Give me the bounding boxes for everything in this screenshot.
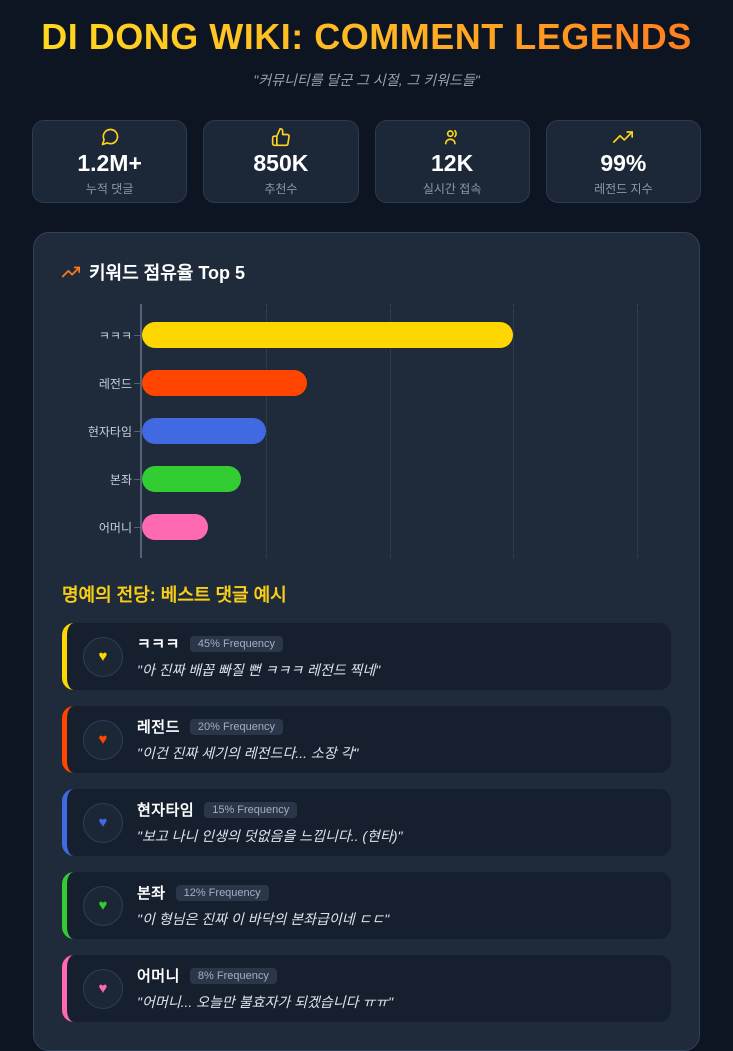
frequency-badge: 12% Frequency bbox=[175, 884, 269, 901]
gridline bbox=[637, 304, 639, 558]
chart-category-label: ㅋㅋㅋ bbox=[98, 328, 132, 343]
chart-row: 어머니 bbox=[62, 503, 671, 551]
page-header: DI DONG WIKI: COMMENT LEGENDS "커뮤니티를 달군 … bbox=[0, 16, 733, 90]
stat-value: 850K bbox=[253, 149, 309, 176]
chart-row: ㅋㅋㅋ bbox=[62, 311, 671, 359]
bar-mother bbox=[142, 514, 209, 540]
bar-kkk bbox=[142, 322, 514, 348]
frequency-badge: 20% Frequency bbox=[189, 718, 283, 735]
page-subtitle: "커뮤니티를 달군 그 시절, 그 키워드들" bbox=[253, 72, 480, 88]
bar-hyunjataim bbox=[142, 418, 266, 444]
comment-quote: "어머니... 오늘만 불효자가 되겠습니다 ㅠㅠ" bbox=[137, 994, 394, 1010]
stat-card-legend-index: 99% 레전드 지수 bbox=[545, 120, 701, 203]
axis-tick bbox=[134, 430, 140, 432]
stat-label: 실시간 접속 bbox=[422, 181, 482, 196]
chart-category-label: 레전드 bbox=[98, 376, 132, 391]
stat-card-comments: 1.2M+ 누적 댓글 bbox=[32, 120, 188, 203]
chart-gridlines bbox=[142, 304, 671, 558]
chat-bubble-icon bbox=[100, 127, 120, 147]
chart-category-label: 본좌 bbox=[109, 472, 132, 487]
comment-keyword: 본좌 bbox=[137, 885, 166, 902]
axis-tick bbox=[134, 382, 140, 384]
stat-label: 레전드 지수 bbox=[594, 181, 653, 196]
bar-bonjwa bbox=[142, 466, 242, 492]
comment-card: ♥ 현자타임 15% Frequency "보고 나니 인생의 덧없음을 느낍니… bbox=[62, 789, 671, 856]
chart-title-text: 키워드 점유율 Top 5 bbox=[89, 263, 246, 283]
comment-keyword: 현자타임 bbox=[137, 802, 195, 819]
thumbs-up-icon bbox=[271, 127, 291, 147]
hall-of-fame-title: 명예의 전당: 베스트 댓글 예시 bbox=[62, 585, 287, 605]
trending-up-icon bbox=[61, 263, 81, 281]
main-panel: 키워드 점유율 Top 5 ㅋㅋㅋ 레전드 현자타임 본좌 어머니 bbox=[33, 232, 700, 1051]
chart-row: 레전드 bbox=[62, 359, 671, 407]
bar-legend bbox=[142, 370, 308, 396]
axis-tick bbox=[134, 526, 140, 528]
comment-quote: "이 형님은 진짜 이 바닥의 본좌급이네 ㄷㄷ" bbox=[137, 911, 390, 927]
comment-keyword: ㅋㅋㅋ bbox=[137, 636, 180, 653]
stat-card-likes: 850K 추천수 bbox=[203, 120, 359, 203]
stat-card-live-users: 12K 실시간 접속 bbox=[374, 120, 530, 203]
stats-row: 1.2M+ 누적 댓글 850K 추천수 12K 실시간 접속 99% 레전드 … bbox=[32, 120, 701, 203]
live-users-icon bbox=[442, 127, 462, 147]
comment-keyword: 어머니 bbox=[137, 968, 180, 985]
heart-icon: ♥ bbox=[98, 814, 108, 831]
comment-keyword: 레전드 bbox=[137, 719, 180, 736]
frequency-badge: 8% Frequency bbox=[189, 967, 277, 984]
stat-value: 1.2M+ bbox=[77, 149, 142, 176]
page-title: DI DONG WIKI: COMMENT LEGENDS bbox=[20, 16, 713, 58]
chart-section-title: 키워드 점유율 Top 5 bbox=[61, 259, 671, 285]
heart-icon: ♥ bbox=[98, 897, 108, 914]
trending-up-icon bbox=[613, 127, 634, 147]
axis-tick bbox=[134, 334, 140, 336]
comment-card: ♥ 본좌 12% Frequency "이 형님은 진짜 이 바닥의 본좌급이네… bbox=[62, 872, 671, 939]
gridline bbox=[389, 304, 391, 558]
chart-row: 현자타임 bbox=[62, 407, 671, 455]
stat-label: 누적 댓글 bbox=[85, 181, 134, 196]
frequency-badge: 15% Frequency bbox=[204, 801, 298, 818]
chart-category-label: 어머니 bbox=[98, 520, 132, 535]
chart-row: 본좌 bbox=[62, 455, 671, 503]
chart-y-axis-line bbox=[140, 304, 142, 558]
comment-card: ♥ 어머니 8% Frequency "어머니... 오늘만 불효자가 되겠습니… bbox=[62, 955, 671, 1022]
stat-label: 추천수 bbox=[264, 181, 298, 196]
comment-quote: "아 진짜 배꼽 빠질 뻔 ㅋㅋㅋ 레전드 찍네" bbox=[137, 662, 381, 678]
heart-icon: ♥ bbox=[98, 980, 108, 997]
comment-quote: "이건 진짜 세기의 레전드다... 소장 각" bbox=[137, 745, 359, 761]
comment-quote: "보고 나니 인생의 덧없음을 느낍니다.. (현타)" bbox=[137, 828, 403, 844]
axis-tick bbox=[134, 478, 140, 480]
gridline bbox=[513, 304, 515, 558]
stat-value: 99% bbox=[600, 149, 647, 176]
gridline bbox=[265, 304, 267, 558]
comment-card: ♥ ㅋㅋㅋ 45% Frequency "아 진짜 배꼽 빠질 뻔 ㅋㅋㅋ 레전… bbox=[62, 623, 671, 690]
frequency-badge: 45% Frequency bbox=[189, 635, 283, 652]
keyword-share-bar-chart: ㅋㅋㅋ 레전드 현자타임 본좌 어머니 bbox=[62, 304, 671, 558]
stat-value: 12K bbox=[431, 149, 474, 176]
comment-card: ♥ 레전드 20% Frequency "이건 진짜 세기의 레전드다... 소… bbox=[62, 706, 671, 773]
heart-icon: ♥ bbox=[98, 648, 108, 665]
chart-category-label: 현자타임 bbox=[87, 424, 132, 439]
heart-icon: ♥ bbox=[98, 731, 108, 748]
